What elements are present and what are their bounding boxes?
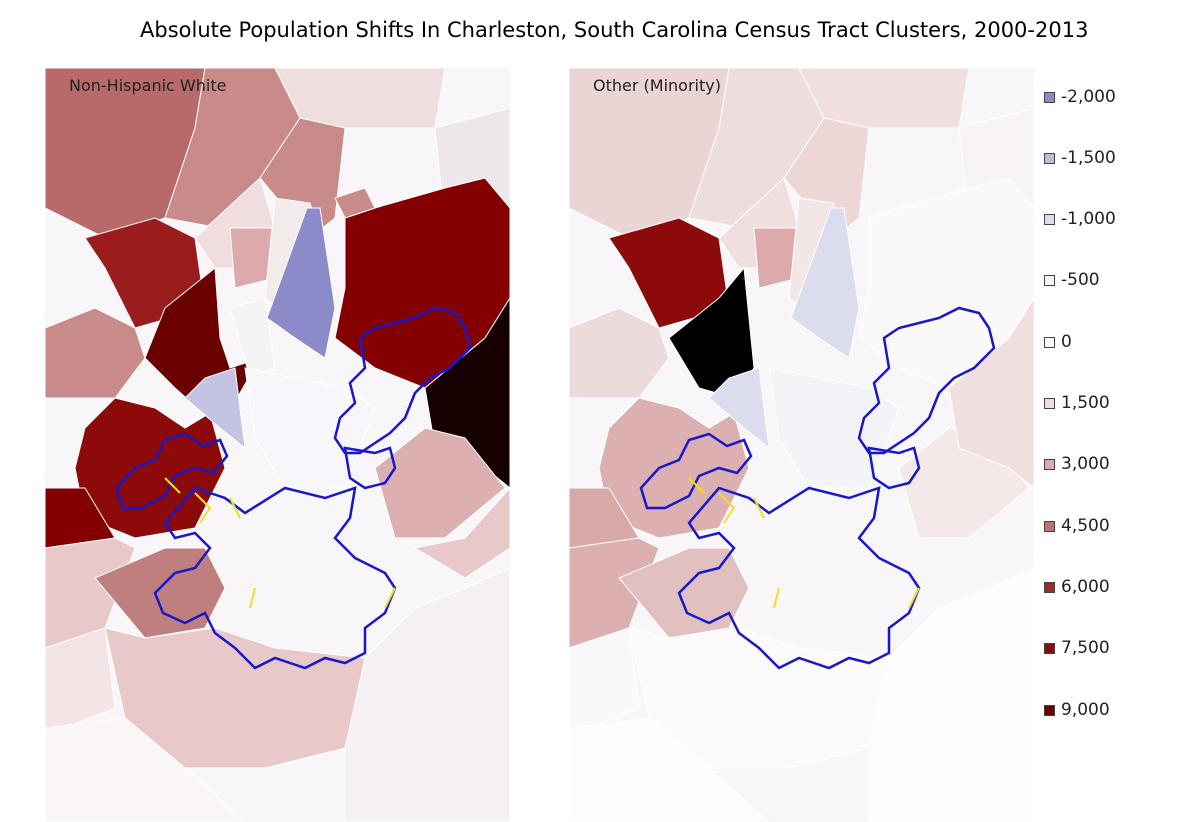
legend-swatch bbox=[1044, 336, 1055, 348]
legend-label: 3,000 bbox=[1061, 454, 1110, 474]
tract bbox=[598, 397, 750, 539]
legend-swatch bbox=[1044, 152, 1055, 164]
legend-swatch bbox=[1044, 213, 1055, 225]
tract bbox=[413, 487, 510, 579]
tract bbox=[184, 367, 246, 450]
map-white-svg bbox=[45, 68, 510, 822]
legend-swatch bbox=[1044, 397, 1055, 409]
tract bbox=[274, 68, 446, 129]
tract bbox=[374, 427, 506, 539]
tract bbox=[569, 717, 770, 822]
panel-label-white: Non-Hispanic White bbox=[69, 76, 227, 95]
tract bbox=[948, 297, 1034, 489]
legend-item[interactable]: -1,500 bbox=[1044, 147, 1116, 169]
legend-item[interactable]: 6,000 bbox=[1044, 576, 1110, 598]
tract bbox=[74, 397, 226, 539]
legend-item[interactable]: 9,000 bbox=[1044, 699, 1110, 721]
tract bbox=[344, 567, 510, 822]
cluster-inner bbox=[688, 477, 920, 609]
legend-item[interactable]: 4,500 bbox=[1044, 515, 1110, 537]
cluster-outline bbox=[639, 432, 753, 510]
map-title: Absolute Population Shifts In Charleston… bbox=[140, 18, 1089, 42]
legend-item[interactable]: 7,500 bbox=[1044, 637, 1110, 659]
tract bbox=[244, 367, 376, 489]
cluster-outline bbox=[115, 432, 229, 510]
legend-swatch bbox=[1044, 458, 1055, 470]
map-minority-svg bbox=[569, 68, 1034, 822]
legend-item[interactable]: -500 bbox=[1044, 269, 1100, 291]
tract bbox=[569, 627, 640, 729]
legend-item[interactable]: 3,000 bbox=[1044, 453, 1110, 475]
legend-swatch bbox=[1044, 704, 1055, 716]
legend-item[interactable]: 0 bbox=[1044, 331, 1072, 353]
legend-label: 9,000 bbox=[1061, 700, 1110, 720]
tract bbox=[45, 307, 146, 399]
legend-label: -1,500 bbox=[1061, 148, 1116, 168]
legend-label: 1,500 bbox=[1061, 393, 1110, 413]
tract bbox=[668, 266, 755, 399]
tract bbox=[790, 207, 860, 359]
tract bbox=[768, 367, 900, 489]
legend-label: 7,500 bbox=[1061, 638, 1110, 658]
cluster-outline bbox=[343, 446, 397, 490]
tract bbox=[45, 627, 116, 729]
tract bbox=[798, 68, 970, 129]
cluster-outline bbox=[867, 446, 921, 490]
map-panel-white[interactable]: Non-Hispanic White bbox=[45, 68, 510, 822]
tract bbox=[266, 207, 336, 359]
legend-swatch bbox=[1044, 520, 1055, 532]
cluster-inner bbox=[164, 477, 396, 609]
cluster-outline bbox=[857, 306, 996, 455]
legend-item[interactable]: -1,000 bbox=[1044, 208, 1116, 230]
legend-swatch bbox=[1044, 581, 1055, 593]
legend-label: -1,000 bbox=[1061, 209, 1116, 229]
panel-label-minority: Other (Minority) bbox=[593, 76, 721, 95]
legend-swatch bbox=[1044, 642, 1055, 654]
cluster-outline bbox=[153, 486, 397, 670]
cluster-outline bbox=[677, 486, 921, 670]
map-panel-minority[interactable]: Other (Minority) bbox=[569, 68, 1034, 822]
cluster-outline bbox=[333, 306, 472, 455]
legend-label: 4,500 bbox=[1061, 516, 1110, 536]
tract bbox=[708, 367, 770, 450]
tract bbox=[868, 567, 1034, 822]
tract bbox=[45, 717, 246, 822]
legend-item[interactable]: 1,500 bbox=[1044, 392, 1110, 414]
legend-swatch bbox=[1044, 274, 1055, 286]
legend-item[interactable]: -2,000 bbox=[1044, 86, 1116, 108]
legend-label: 0 bbox=[1061, 332, 1072, 352]
legend-swatch bbox=[1044, 91, 1055, 103]
legend-label: -2,000 bbox=[1061, 87, 1116, 107]
legend-label: 6,000 bbox=[1061, 577, 1110, 597]
legend-label: -500 bbox=[1061, 270, 1100, 290]
tract bbox=[569, 307, 670, 399]
tract bbox=[229, 297, 276, 379]
tract bbox=[334, 187, 376, 219]
